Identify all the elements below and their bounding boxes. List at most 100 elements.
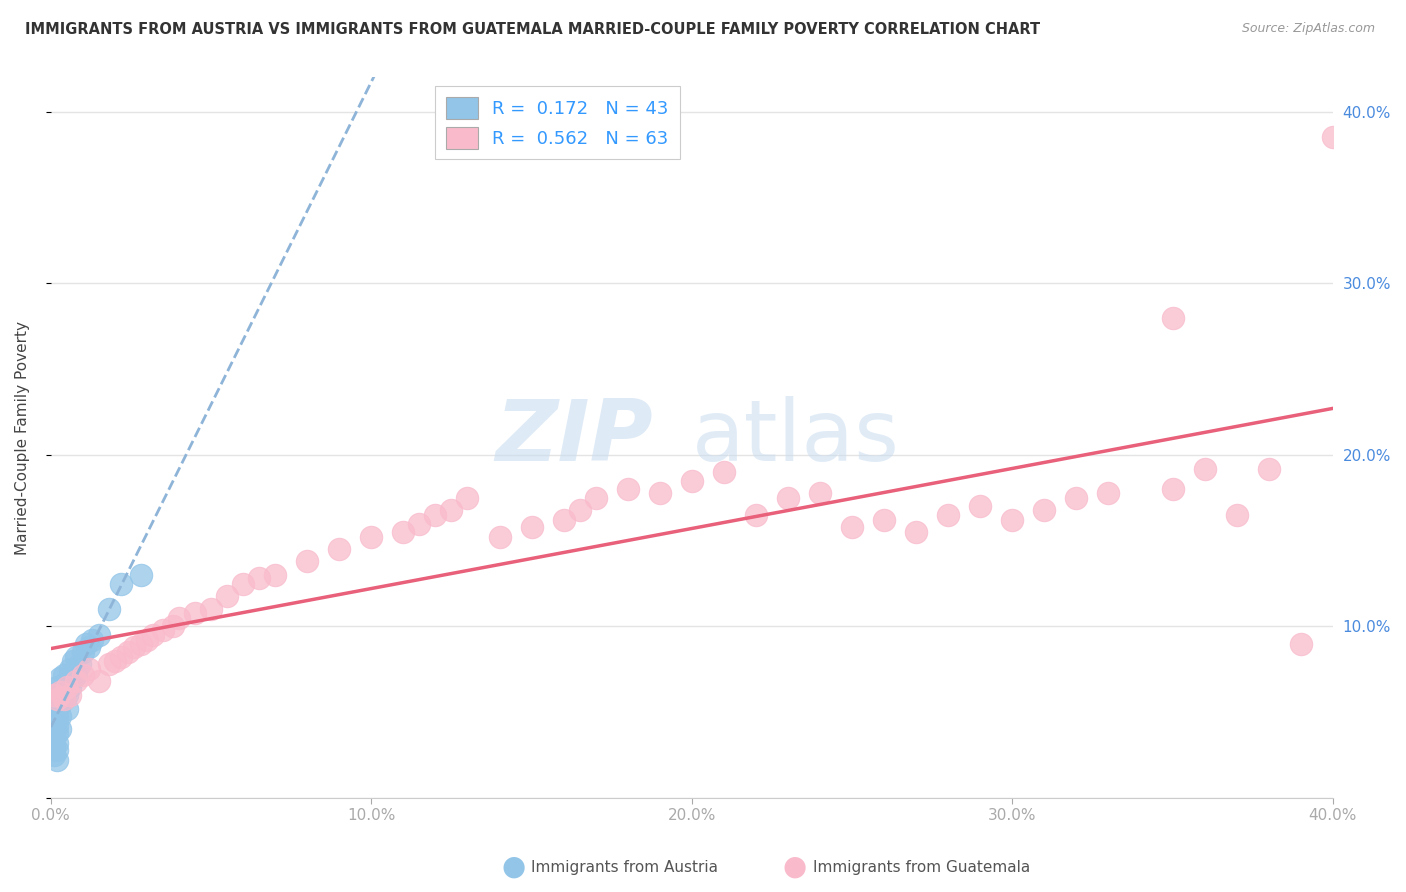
Point [49,684,72,698]
Point [936,508,959,522]
Legend: R =  0.172   N = 43, R =  0.562   N = 63: R = 0.172 N = 43, R = 0.562 N = 63 [434,87,679,160]
Point [75,637,97,651]
Point [745,508,768,522]
Y-axis label: Married-Couple Family Poverty: Married-Couple Family Poverty [15,321,30,555]
Point [56,674,79,689]
Point [79,662,101,676]
Point [46,708,69,723]
Point [568,503,591,517]
Point [49,708,72,723]
Point [49,697,72,711]
Point [46,680,69,694]
Point [713,465,735,479]
Point [1161,310,1184,325]
Point [110,576,132,591]
Point [46,726,69,740]
Point [46,691,69,706]
Point [217,589,239,603]
Point [232,576,254,591]
Point [392,525,415,540]
Point [104,654,127,668]
Point [46,702,69,716]
Point [1194,461,1216,475]
Text: ZIP: ZIP [496,396,654,479]
Point [553,513,575,527]
Point [162,619,184,633]
Point [520,520,543,534]
Point [42,723,65,737]
Point [65,667,87,681]
Point [52,691,75,706]
Point [117,645,139,659]
Text: ●: ● [782,853,807,881]
Point [82,633,104,648]
Point [65,650,87,665]
Point [62,654,84,668]
Point [97,657,120,672]
Point [46,736,69,750]
Point [56,688,79,702]
Point [97,602,120,616]
Point [648,485,671,500]
Point [1322,130,1344,145]
Text: Immigrants from Austria: Immigrants from Austria [531,860,718,874]
Point [42,731,65,745]
Point [59,680,82,694]
Text: ●: ● [501,853,526,881]
Point [52,691,75,706]
Point [49,671,72,685]
Text: atlas: atlas [692,396,900,479]
Point [1161,482,1184,496]
Point [129,568,152,582]
Point [59,688,82,702]
Point [1097,485,1119,500]
Point [1001,513,1024,527]
Point [841,520,863,534]
Point [65,674,87,689]
Point [297,554,319,568]
Point [49,684,72,698]
Point [72,645,94,659]
Point [87,628,110,642]
Point [200,602,222,616]
Point [46,743,69,757]
Point [52,667,75,681]
Point [808,485,831,500]
Point [79,640,101,654]
Point [42,706,65,720]
Text: Immigrants from Guatemala: Immigrants from Guatemala [813,860,1031,874]
Point [46,719,69,733]
Point [328,542,350,557]
Point [1066,491,1088,505]
Point [46,753,69,767]
Point [167,611,190,625]
Point [969,500,991,514]
Point [42,697,65,711]
Point [440,503,463,517]
Point [616,482,638,496]
Point [46,691,69,706]
Text: Source: ZipAtlas.com: Source: ZipAtlas.com [1241,22,1375,36]
Point [62,671,84,685]
Point [360,530,382,544]
Point [1257,461,1279,475]
Point [488,530,510,544]
Point [52,680,75,694]
Point [152,623,174,637]
Point [1226,508,1249,522]
Point [136,633,159,648]
Point [184,606,207,620]
Point [456,491,478,505]
Point [42,688,65,702]
Point [142,628,165,642]
Point [425,508,447,522]
Point [873,513,896,527]
Point [585,491,607,505]
Point [247,571,270,585]
Point [72,667,94,681]
Point [129,637,152,651]
Point [1289,637,1312,651]
Point [42,714,65,728]
Point [681,474,703,488]
Point [42,739,65,754]
